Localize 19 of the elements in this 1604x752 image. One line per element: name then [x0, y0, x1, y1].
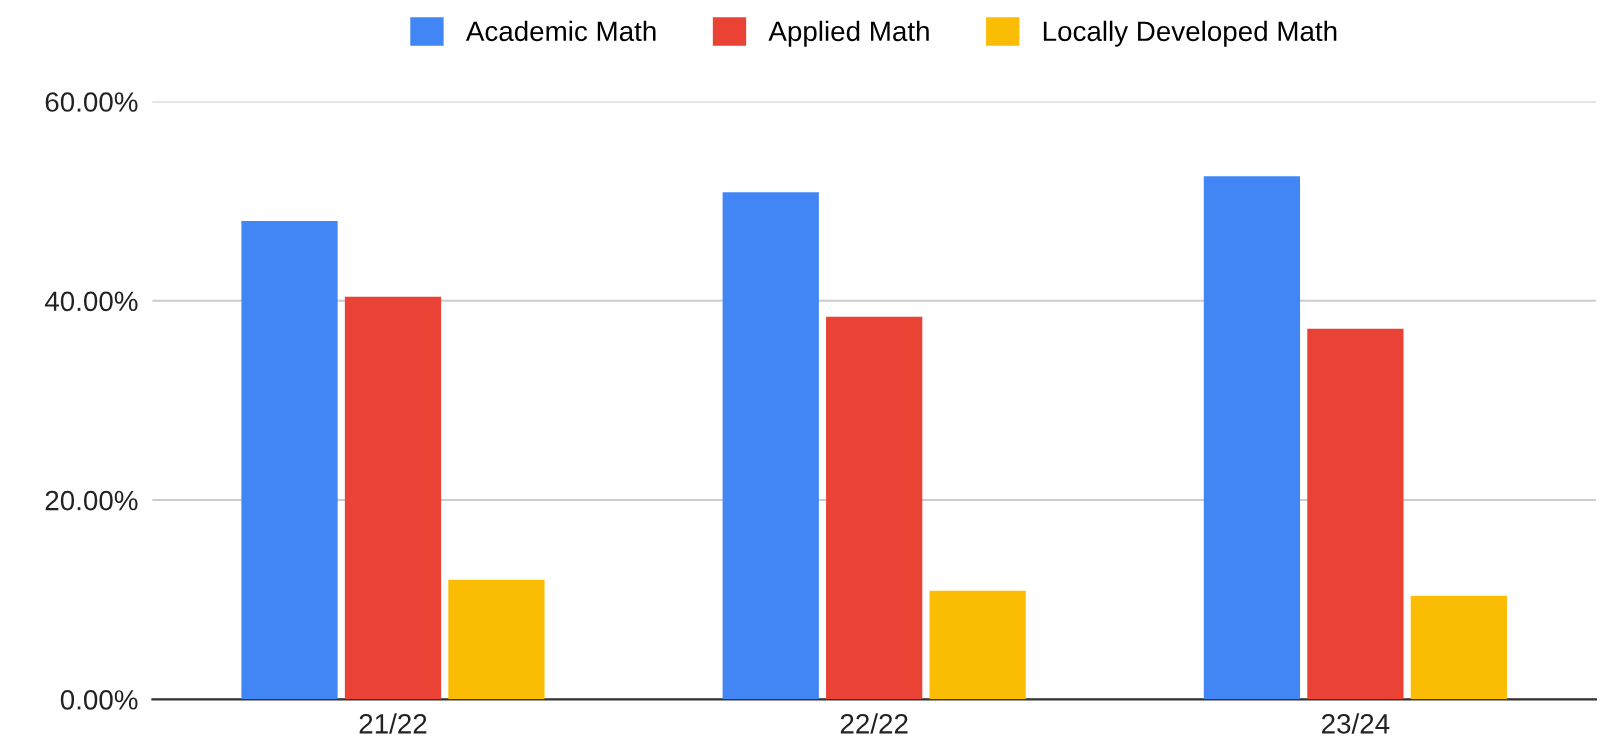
bar: [344, 296, 442, 700]
y-tick-label: 0.00%: [60, 690, 138, 710]
x-tick-label: 21/22: [359, 713, 427, 734]
x-tick-label: 23/24: [1322, 713, 1390, 734]
bar: [722, 192, 819, 700]
legend-label: Academic Math: [465, 20, 656, 42]
bar: [1410, 595, 1507, 700]
legend-label: Applied Math: [768, 20, 929, 47]
x-tick-label: 22/22: [840, 713, 908, 734]
bar: [929, 590, 1026, 700]
y-tick-label: 60.00%: [45, 92, 138, 112]
bar: [1307, 328, 1404, 700]
legend-label: Locally Developed Math: [1043, 20, 1337, 47]
y-tick-label: 20.00%: [45, 490, 138, 511]
bar: [1203, 176, 1301, 700]
bar: [826, 316, 923, 700]
y-tick-label: 40.00%: [44, 291, 138, 312]
bar: [241, 221, 338, 700]
bar: [448, 579, 545, 700]
